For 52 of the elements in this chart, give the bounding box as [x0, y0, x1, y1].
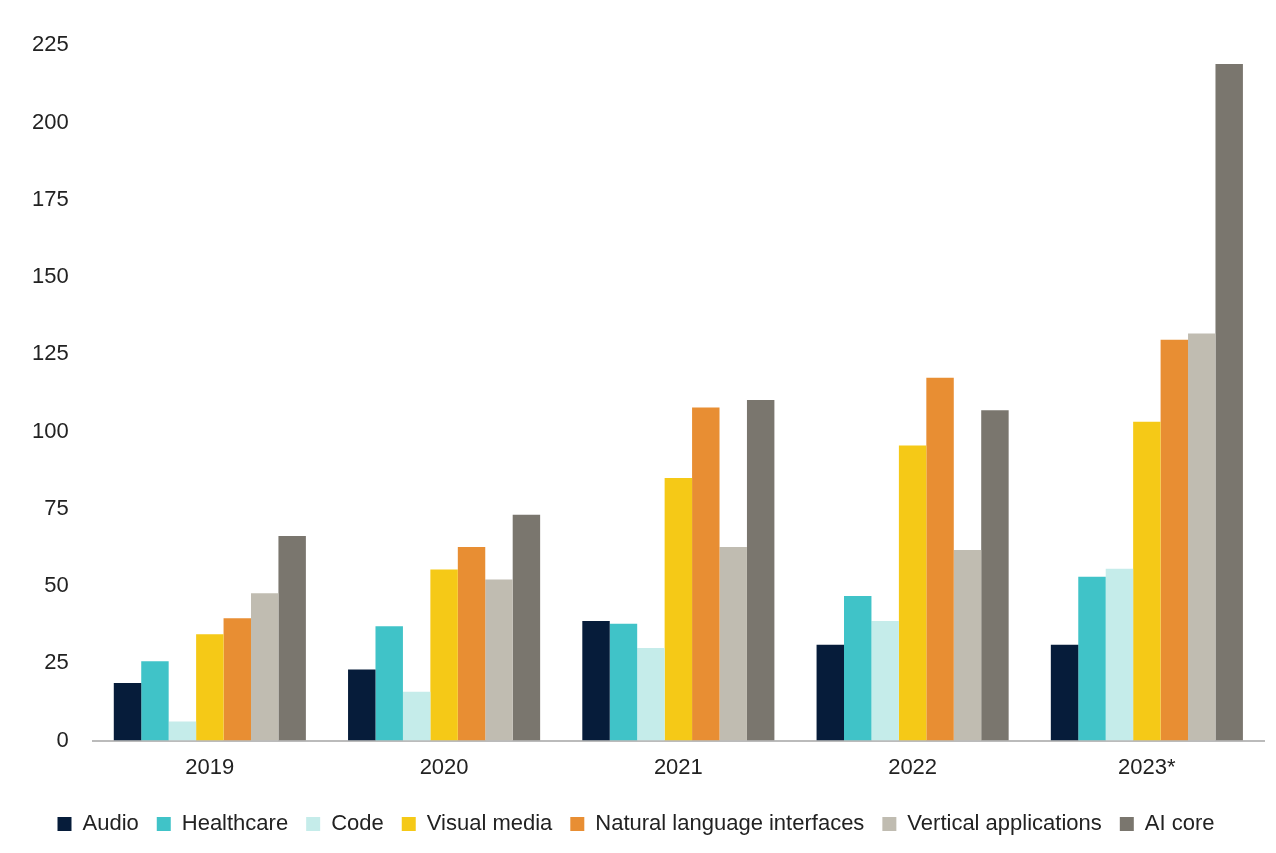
bar [582, 620, 610, 741]
legend-label: AI core [1144, 810, 1215, 836]
legend-label: Audio [82, 810, 139, 836]
bar [1105, 568, 1134, 741]
bar [692, 407, 720, 741]
bar [609, 623, 638, 741]
legend-label: Vertical applications [907, 810, 1102, 836]
bar [1078, 576, 1106, 741]
bar [1050, 644, 1079, 741]
y-tick-label: 200 [31, 108, 69, 134]
bar [981, 410, 1009, 741]
bar [746, 400, 775, 741]
bar [375, 626, 403, 741]
y-tick-label: 75 [44, 494, 69, 520]
legend-label: Natural language interfaces [595, 810, 865, 836]
bar [196, 634, 224, 741]
bar [1215, 64, 1243, 741]
legend-label: Code [331, 810, 384, 836]
bar [637, 647, 665, 741]
bar [816, 644, 845, 741]
bar [1133, 421, 1161, 741]
x-tick-label: 2023* [1118, 753, 1177, 779]
y-tick-label: 50 [44, 572, 69, 598]
y-tick-label: 125 [31, 340, 69, 366]
y-tick-label: 175 [31, 185, 69, 211]
bar [168, 721, 197, 741]
bar [402, 691, 431, 741]
x-tick-label: 2020 [419, 753, 469, 779]
bar [141, 661, 169, 741]
bar [844, 595, 872, 741]
bar [926, 377, 954, 741]
y-tick-label: 150 [31, 263, 69, 289]
y-tick-label: 100 [31, 417, 69, 443]
y-tick-label: 0 [56, 726, 69, 752]
bar [348, 669, 376, 741]
bar [113, 683, 142, 741]
x-tick-label: 2019 [185, 753, 235, 779]
bar [1160, 339, 1189, 741]
legend-label: Healthcare [181, 810, 289, 836]
bar [898, 445, 927, 741]
bar [871, 620, 899, 741]
bar [457, 547, 486, 741]
x-tick-label: 2022 [888, 753, 938, 779]
legend-label: Visual media [426, 810, 554, 836]
x-tick-label: 2021 [653, 753, 703, 779]
bar [664, 477, 693, 741]
bar [430, 569, 458, 741]
bar [278, 536, 306, 741]
y-tick-label: 25 [44, 649, 69, 675]
y-tick-label: 225 [31, 31, 69, 57]
bar [512, 514, 541, 741]
bar [223, 618, 251, 741]
